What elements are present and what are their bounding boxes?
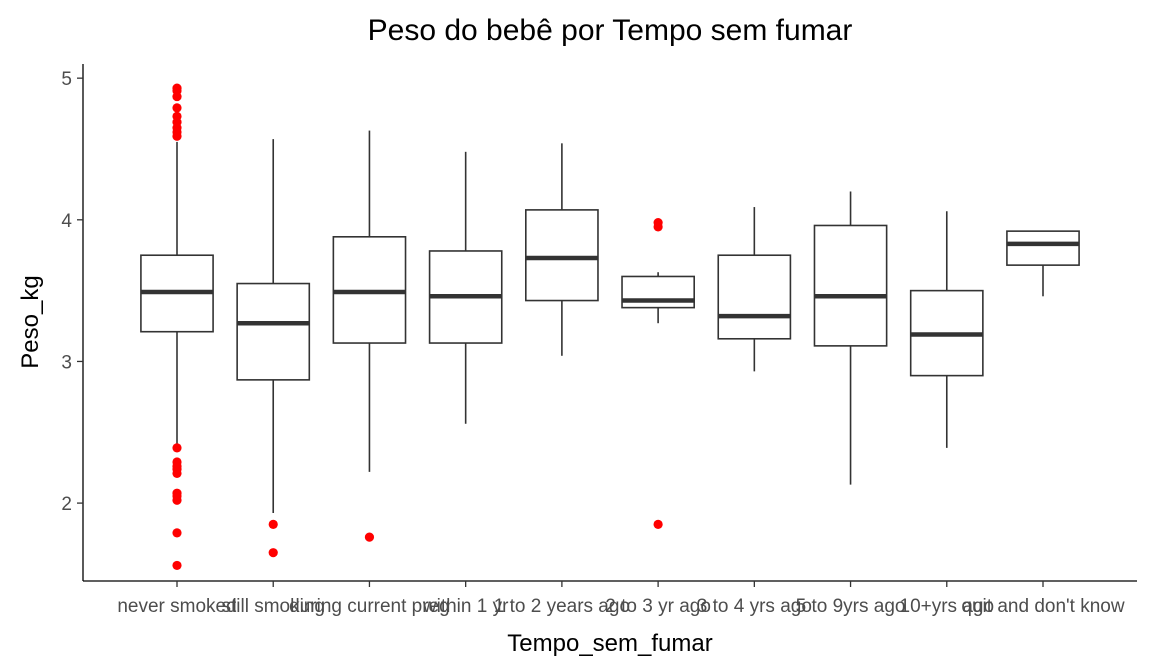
x-tick-label: never smoked bbox=[117, 596, 236, 617]
x-axis-title: Tempo_sem_fumar bbox=[507, 630, 712, 657]
outlier-point bbox=[172, 528, 182, 538]
outlier-point bbox=[172, 495, 182, 505]
x-tick-label: 10+yrs ago bbox=[900, 596, 995, 617]
outlier-point bbox=[172, 443, 182, 453]
x-tick-label: within 1 yr bbox=[422, 596, 509, 617]
outlier-point bbox=[172, 103, 182, 113]
box-group bbox=[717, 207, 792, 372]
boxes-layer bbox=[140, 83, 1080, 571]
x-tick-label: 1 to 2 years ago bbox=[494, 596, 630, 617]
box bbox=[621, 275, 695, 309]
y-axis-title: Peso_kg bbox=[17, 275, 44, 368]
outlier-point bbox=[268, 548, 278, 558]
outlier-point bbox=[268, 519, 278, 529]
y-tick-label: 2 bbox=[61, 494, 72, 515]
outlier-point bbox=[172, 131, 182, 141]
box-group bbox=[332, 130, 407, 542]
y-tick-label: 3 bbox=[61, 352, 72, 373]
x-tick-label: quit and don't know bbox=[961, 596, 1124, 617]
box-group bbox=[236, 139, 311, 558]
y-tick-label: 4 bbox=[61, 211, 72, 232]
outlier-point bbox=[364, 532, 375, 542]
outlier-point bbox=[172, 468, 182, 478]
x-tick-label: 2 to 3 yr ago bbox=[605, 596, 711, 617]
box-group bbox=[1006, 230, 1080, 297]
box-group bbox=[140, 83, 214, 571]
box bbox=[813, 224, 888, 347]
box bbox=[1006, 230, 1080, 266]
x-tick-label: during current preg bbox=[289, 596, 450, 617]
box bbox=[525, 209, 599, 302]
x-tick-label: 3 to 4 yrs ago bbox=[697, 596, 812, 617]
box-group bbox=[621, 218, 695, 529]
box bbox=[236, 282, 311, 381]
y-axis-ticks: 2 3 4 5 bbox=[61, 69, 83, 515]
y-tick-label: 5 bbox=[61, 69, 72, 90]
chart-title: Peso do bebê por Tempo sem fumar bbox=[368, 14, 853, 47]
box-group bbox=[909, 211, 984, 448]
outlier-point bbox=[172, 91, 182, 102]
outlier-point bbox=[653, 519, 663, 529]
box-group bbox=[525, 143, 599, 356]
outlier-point bbox=[172, 560, 182, 571]
x-tick-label: 5 to 9yrs ago bbox=[796, 596, 906, 617]
outlier-point bbox=[653, 222, 663, 232]
box-group bbox=[428, 151, 503, 424]
x-tick-label: still smoking bbox=[221, 596, 324, 617]
box bbox=[717, 254, 792, 340]
box-group bbox=[813, 191, 888, 485]
